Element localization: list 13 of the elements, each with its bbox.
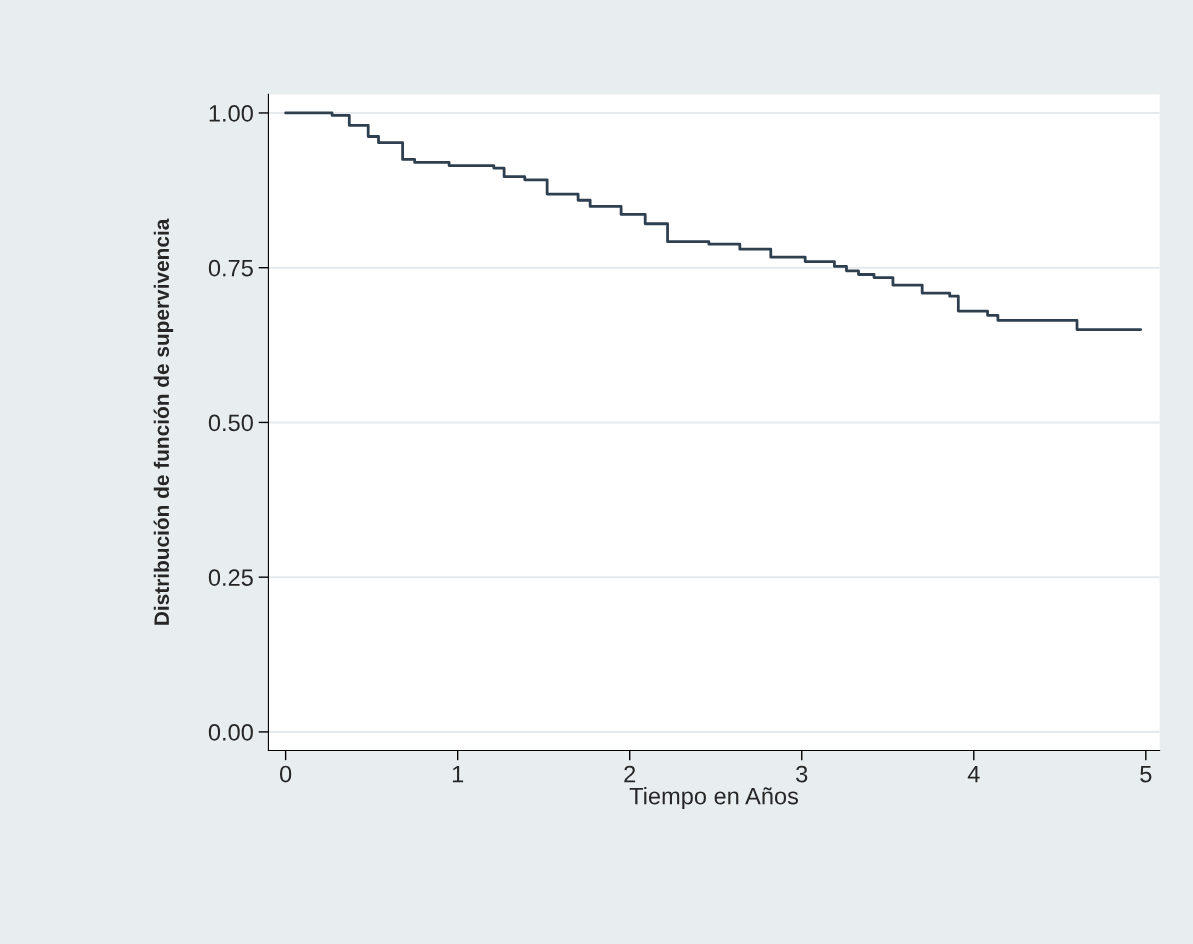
x-tick-label: 5	[1140, 765, 1152, 783]
x-tick-label: 2	[624, 765, 636, 783]
x-tick-label: 4	[967, 765, 980, 783]
y-tick-label: 0.75	[208, 259, 253, 277]
x-tick-label: 0	[279, 765, 292, 783]
y-tick-label: 0.50	[208, 414, 253, 432]
x-tick-label: 3	[796, 765, 808, 783]
x-axis-title: Tiempo en Años	[629, 787, 799, 810]
y-tick-label: 1.00	[209, 105, 253, 122]
y-tick-label: 0.25	[208, 569, 253, 586]
y-axis-title: Distribución de función de supervivencia	[153, 218, 174, 625]
y-tick-label: 0.00	[208, 723, 253, 741]
x-tick-label: 1	[452, 765, 464, 783]
